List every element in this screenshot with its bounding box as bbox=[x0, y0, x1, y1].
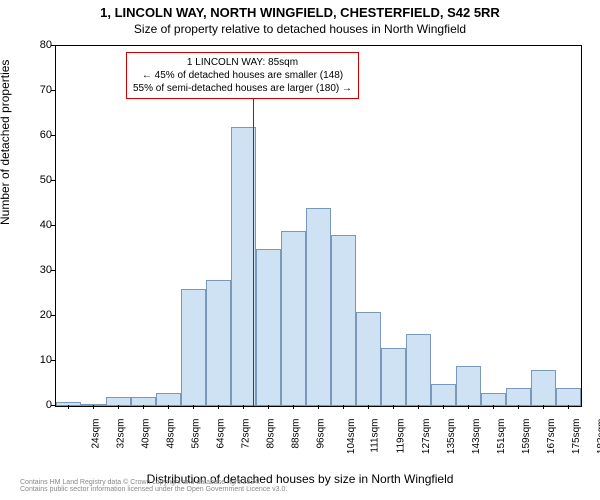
chart-title-sub: Size of property relative to detached ho… bbox=[0, 22, 600, 36]
histogram-bar bbox=[106, 397, 131, 406]
histogram-bar bbox=[506, 388, 531, 406]
xtick-mark bbox=[393, 405, 394, 409]
xtick-mark bbox=[293, 405, 294, 409]
xtick-mark bbox=[543, 405, 544, 409]
ytick-mark bbox=[51, 45, 55, 46]
ytick-mark bbox=[51, 225, 55, 226]
xtick-mark bbox=[443, 405, 444, 409]
histogram-bar bbox=[256, 249, 281, 407]
ytick-mark bbox=[51, 180, 55, 181]
footnote-line1: Contains HM Land Registry data © Crown c… bbox=[20, 479, 287, 487]
xtick-label: 151sqm bbox=[496, 419, 507, 455]
histogram-bar bbox=[56, 402, 81, 407]
xtick-mark bbox=[318, 405, 319, 409]
xtick-mark bbox=[243, 405, 244, 409]
histogram-bar bbox=[431, 384, 456, 407]
xtick-label: 40sqm bbox=[140, 419, 151, 449]
xtick-label: 96sqm bbox=[315, 419, 326, 449]
xtick-label: 183sqm bbox=[596, 419, 600, 455]
plot-area: 1 LINCOLN WAY: 85sqm← 45% of detached ho… bbox=[55, 45, 582, 407]
xtick-label: 175sqm bbox=[571, 419, 582, 455]
histogram-bar bbox=[556, 388, 581, 406]
histogram-bar bbox=[531, 370, 556, 406]
info-line1: 1 LINCOLN WAY: 85sqm bbox=[133, 56, 352, 69]
histogram-bar bbox=[381, 348, 406, 407]
xtick-label: 127sqm bbox=[421, 419, 432, 455]
histogram-bar bbox=[281, 231, 306, 407]
histogram-bar bbox=[406, 334, 431, 406]
ytick-mark bbox=[51, 360, 55, 361]
histogram-bar bbox=[231, 127, 256, 406]
histogram-bar bbox=[131, 397, 156, 406]
histogram-bar bbox=[181, 289, 206, 406]
histogram-bar bbox=[456, 366, 481, 407]
ytick-mark bbox=[51, 135, 55, 136]
info-line2: ← 45% of detached houses are smaller (14… bbox=[133, 69, 352, 82]
xtick-label: 111sqm bbox=[369, 419, 380, 453]
xtick-label: 119sqm bbox=[395, 419, 406, 454]
ytick-mark bbox=[51, 315, 55, 316]
xtick-label: 88sqm bbox=[290, 419, 301, 449]
histogram-bar bbox=[156, 393, 181, 407]
xtick-mark bbox=[418, 405, 419, 409]
xtick-label: 64sqm bbox=[215, 419, 226, 449]
xtick-label: 48sqm bbox=[165, 419, 176, 449]
xtick-label: 135sqm bbox=[446, 419, 457, 455]
histogram-bar bbox=[81, 404, 106, 406]
xtick-label: 104sqm bbox=[346, 419, 357, 455]
xtick-mark bbox=[143, 405, 144, 409]
xtick-mark bbox=[168, 405, 169, 409]
xtick-mark bbox=[68, 405, 69, 409]
info-box: 1 LINCOLN WAY: 85sqm← 45% of detached ho… bbox=[126, 52, 359, 99]
histogram-chart: 1, LINCOLN WAY, NORTH WINGFIELD, CHESTER… bbox=[0, 0, 600, 500]
xtick-label: 56sqm bbox=[190, 419, 201, 449]
xtick-label: 167sqm bbox=[546, 419, 557, 455]
y-axis-label: Number of detached properties bbox=[0, 60, 12, 225]
xtick-label: 159sqm bbox=[521, 419, 532, 455]
xtick-mark bbox=[193, 405, 194, 409]
xtick-mark bbox=[568, 405, 569, 409]
xtick-label: 32sqm bbox=[115, 419, 126, 449]
xtick-label: 72sqm bbox=[240, 419, 251, 449]
xtick-mark bbox=[493, 405, 494, 409]
histogram-bar bbox=[481, 393, 506, 407]
xtick-label: 143sqm bbox=[471, 419, 482, 455]
xtick-mark bbox=[268, 405, 269, 409]
histogram-bar bbox=[331, 235, 356, 406]
ytick-mark bbox=[51, 270, 55, 271]
marker-line bbox=[253, 94, 254, 406]
xtick-mark bbox=[218, 405, 219, 409]
footnote-line2: Contains public sector information licen… bbox=[20, 486, 287, 494]
histogram-bar bbox=[356, 312, 381, 407]
xtick-mark bbox=[468, 405, 469, 409]
xtick-mark bbox=[368, 405, 369, 409]
xtick-mark bbox=[93, 405, 94, 409]
histogram-bar bbox=[306, 208, 331, 406]
xtick-label: 80sqm bbox=[265, 419, 276, 449]
chart-title-main: 1, LINCOLN WAY, NORTH WINGFIELD, CHESTER… bbox=[0, 5, 600, 20]
ytick-mark bbox=[51, 405, 55, 406]
footnote: Contains HM Land Registry data © Crown c… bbox=[20, 479, 287, 494]
xtick-mark bbox=[118, 405, 119, 409]
info-line3: 55% of semi-detached houses are larger (… bbox=[133, 82, 352, 95]
xtick-label: 24sqm bbox=[90, 419, 101, 449]
ytick-mark bbox=[51, 90, 55, 91]
xtick-mark bbox=[343, 405, 344, 409]
histogram-bar bbox=[206, 280, 231, 406]
xtick-mark bbox=[518, 405, 519, 409]
